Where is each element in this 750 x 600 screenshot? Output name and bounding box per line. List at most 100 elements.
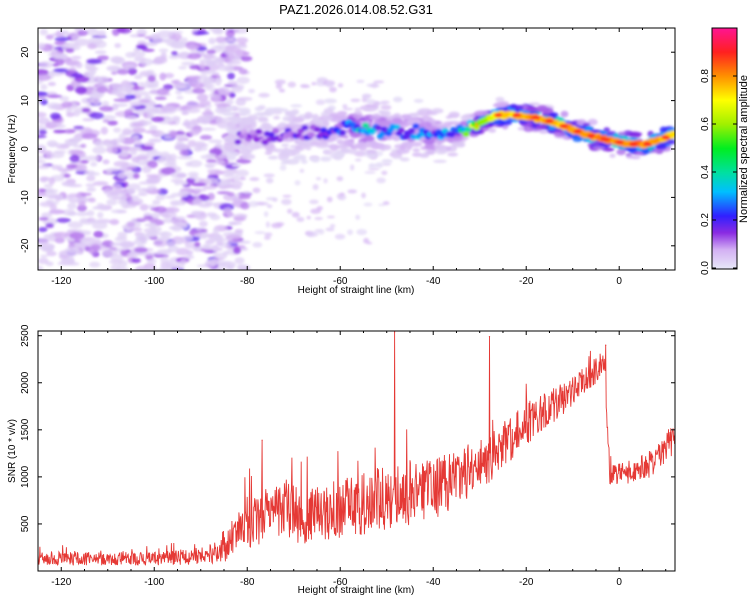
signal-blob <box>443 121 453 126</box>
noise-blob <box>208 139 223 144</box>
snr-y-ticks: 500 1000 1500 2000 2500 <box>20 324 675 532</box>
signal-core <box>374 125 382 131</box>
noise-blob <box>214 102 230 107</box>
noise-blob <box>164 72 175 79</box>
noise-blob <box>77 29 89 36</box>
spectrogram-y-ticks: -20 -10 0 10 20 <box>20 46 675 253</box>
signal-core <box>462 131 470 137</box>
signal-peak <box>661 135 671 140</box>
noise-blob <box>220 53 227 58</box>
noise-blob <box>47 194 63 200</box>
snr-spike-point <box>261 439 263 441</box>
signal-blob <box>407 118 421 125</box>
signal-blob <box>402 115 413 120</box>
noise-blob <box>140 145 154 151</box>
noise-blob <box>248 88 255 94</box>
signal-blob <box>239 149 252 155</box>
noise-blob <box>38 91 48 97</box>
noise-blob <box>129 100 143 107</box>
noise-blob <box>114 43 122 49</box>
noise-blob <box>86 43 97 50</box>
noise-blob <box>186 101 199 109</box>
noise-blob <box>102 159 110 165</box>
noise-blob <box>43 234 52 239</box>
signal-peak <box>586 133 596 138</box>
noise-blob <box>169 130 177 139</box>
noise-blob <box>160 256 170 264</box>
noise-blob <box>70 137 81 143</box>
signal-blob <box>549 112 559 118</box>
noise-blob <box>232 84 245 90</box>
noise-blob <box>144 94 152 101</box>
noise-blob <box>118 145 131 151</box>
spectrogram-x-axis-label: Height of straight line (km) <box>298 285 415 296</box>
noise-blob <box>146 113 154 119</box>
noise-blob <box>146 258 157 264</box>
noise-blob <box>137 192 148 197</box>
noise-blob <box>159 72 167 81</box>
noise-blob <box>361 192 366 199</box>
noise-blob <box>144 130 157 134</box>
signal-blob <box>426 151 435 155</box>
noise-blob <box>377 203 386 207</box>
signal-peak <box>572 129 582 134</box>
noise-blob <box>40 84 48 91</box>
noise-blob <box>281 198 292 205</box>
signal-blob <box>413 98 424 103</box>
noise-blob <box>85 183 96 188</box>
signal-blob <box>341 147 351 154</box>
noise-blob <box>161 38 177 43</box>
signal-blob <box>280 161 288 166</box>
signal-blob <box>555 128 564 133</box>
x-tick-label: -60 <box>333 276 348 287</box>
signal-blob <box>334 152 345 159</box>
noise-blob <box>138 81 146 86</box>
noise-blob <box>89 261 101 268</box>
signal-blob <box>315 142 329 146</box>
noise-blob <box>38 257 49 265</box>
signal-blob <box>572 135 583 143</box>
noise-blob <box>356 79 365 83</box>
signal-peak <box>544 119 554 124</box>
noise-blob <box>156 157 165 164</box>
noise-blob <box>200 70 216 75</box>
noise-blob <box>286 208 293 214</box>
noise-blob <box>149 125 158 131</box>
signal-blob <box>609 153 616 158</box>
noise-blob <box>179 258 188 265</box>
noise-blob <box>174 181 181 186</box>
signal-blob <box>323 107 334 114</box>
colorbar-tick-label: 0.8 <box>700 69 711 83</box>
noise-blob <box>111 140 118 147</box>
noise-blob <box>132 173 140 179</box>
signal-blob <box>598 130 608 135</box>
noise-blob <box>132 84 140 90</box>
noise-blob <box>126 115 138 120</box>
noise-blob <box>49 112 61 120</box>
noise-blob <box>329 223 336 228</box>
noise-blob <box>224 64 235 73</box>
noise-blob <box>38 159 46 164</box>
noise-blob <box>38 42 46 50</box>
noise-blob <box>47 81 56 87</box>
noise-blob <box>92 221 108 230</box>
signal-core <box>668 130 675 138</box>
noise-blob <box>67 238 75 242</box>
noise-blob <box>206 60 218 67</box>
noise-blob <box>228 221 243 226</box>
noise-blob <box>175 239 184 245</box>
noise-blob <box>198 220 208 228</box>
noise-blob <box>165 195 176 199</box>
signal-blob <box>226 106 238 110</box>
noise-blob <box>89 94 103 99</box>
colorbar-tick-label: 0.0 <box>700 261 711 275</box>
noise-blob <box>275 83 283 90</box>
noise-blob <box>56 217 71 223</box>
noise-blob <box>38 111 47 118</box>
noise-blob <box>185 108 201 114</box>
signal-blob <box>290 108 300 116</box>
signal-blob <box>337 110 348 117</box>
noise-blob <box>179 180 187 186</box>
noise-blob <box>133 91 150 96</box>
signal-blob <box>381 158 393 164</box>
